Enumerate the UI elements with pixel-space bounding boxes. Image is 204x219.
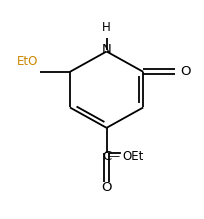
Text: EtO: EtO [17,55,38,68]
Text: H: H [102,21,110,34]
Text: O: O [179,65,190,78]
Text: C: C [101,150,111,163]
Text: O: O [101,181,111,194]
Text: OEt: OEt [122,150,144,163]
Text: —: — [108,151,119,161]
Text: N: N [101,43,111,56]
